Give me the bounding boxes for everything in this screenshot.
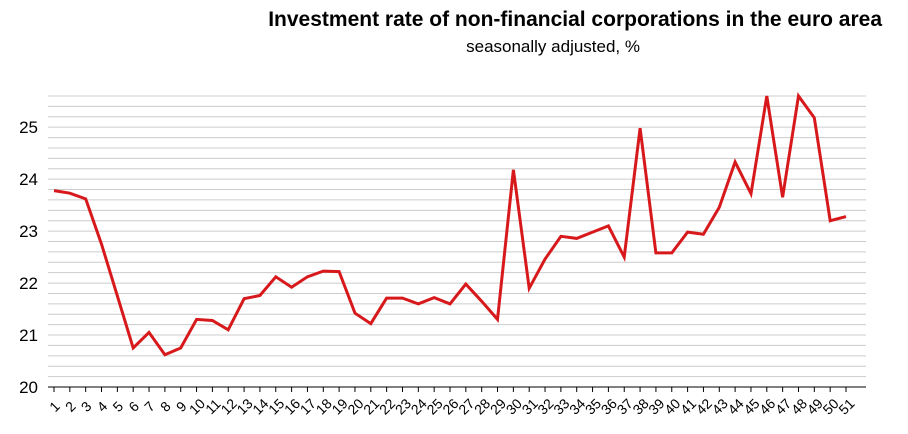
x-tick-label: 4 [94,398,111,415]
x-tick-label: 7 [141,398,158,415]
x-tick-label: 5 [109,398,126,415]
y-tick-label: 24 [19,170,38,189]
y-tick-label: 20 [19,378,38,397]
y-tick-label: 21 [19,326,38,345]
series-line [53,92,847,357]
x-tick-label: 51 [835,395,857,417]
x-tick-labels: 1 2 3 4 5 6 7 8 91011121314151617181920212223242… [46,395,858,417]
x-tick-label: 1 [46,398,63,415]
x-tick-label: 8 [157,398,174,415]
chart-subtitle: seasonally adjusted, % [466,37,640,56]
y-tick-labels: 20 21 22 23 24 25 [19,118,38,397]
x-tick-label: 6 [125,398,142,415]
x-tick-label: 3 [78,398,95,415]
series-lines [53,92,847,357]
x-tick-label: 2 [62,398,79,415]
y-tick-label: 22 [19,274,38,293]
axes [48,386,866,392]
y-tick-label: 23 [19,222,38,241]
y-tick-label: 25 [19,118,38,137]
gridlines [48,95,866,378]
chart-title: Investment rate of non-financial corpora… [268,8,882,31]
